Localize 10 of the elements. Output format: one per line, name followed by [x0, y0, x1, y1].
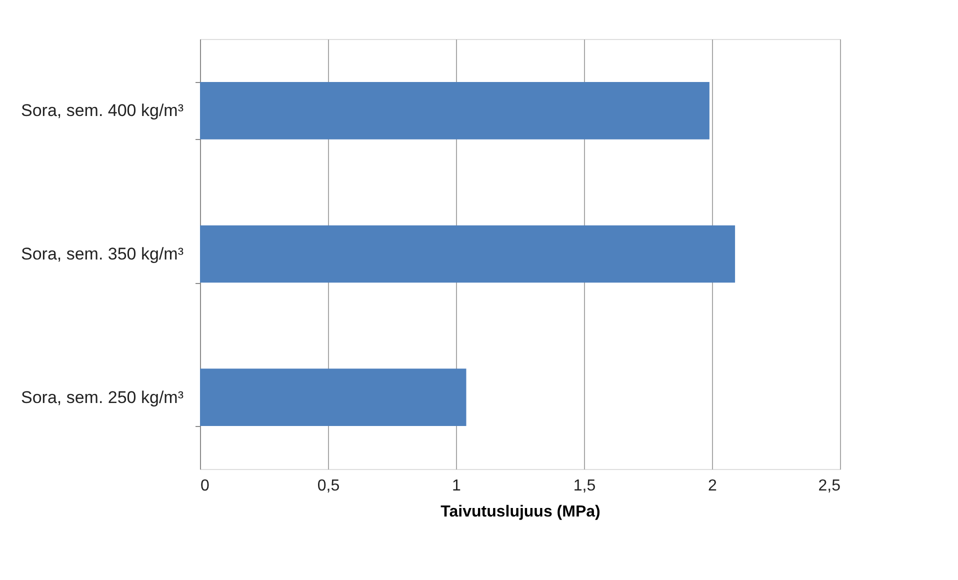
x-tick-label: 1 [452, 478, 462, 494]
y-tick-label: Sora, sem. 400 kg/m³ [20, 101, 184, 120]
y-tick-label: Sora, sem. 350 kg/m³ [20, 244, 184, 264]
x-tick-label: 1,5 [573, 478, 596, 494]
x-axis-title: Taivutuslujuus (MPa) [440, 504, 600, 520]
x-tick-label: 2,5 [818, 478, 841, 494]
x-tick-label: 2 [708, 478, 718, 494]
y-tick-label: Sora, sem. 250 kg/m³ [20, 388, 184, 407]
x-tick-label: 0 [200, 478, 210, 494]
x-tick-label: 0,5 [317, 478, 340, 494]
